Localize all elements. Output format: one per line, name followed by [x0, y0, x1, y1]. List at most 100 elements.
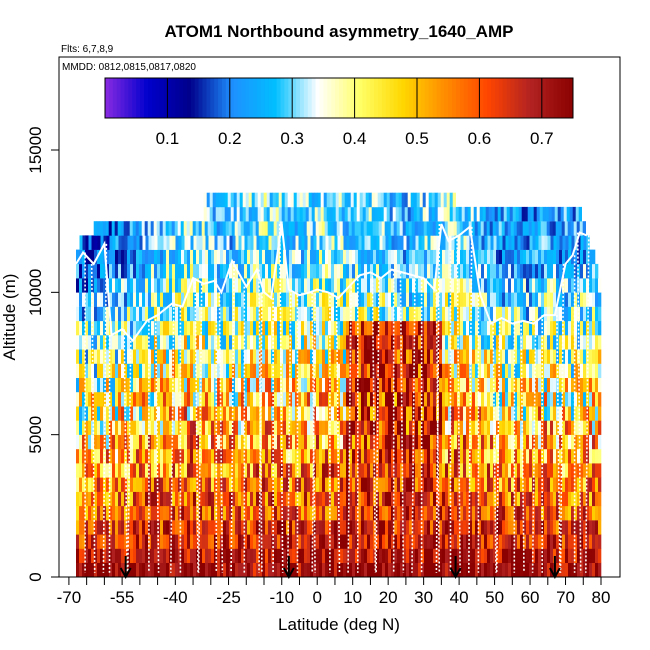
heatmap-cell: [277, 448, 281, 464]
heatmap-cell: [418, 235, 422, 250]
colorbar-swatch: [502, 78, 508, 118]
colorbar-swatch: [549, 78, 554, 118]
heatmap-cell: [398, 192, 402, 208]
heatmap-cell: [391, 335, 395, 350]
flight-track-profile: [435, 289, 441, 573]
heatmap-cell: [256, 306, 260, 322]
heatmap-cell: [527, 206, 531, 222]
heatmap-cell: [100, 263, 104, 279]
heatmap-cell: [118, 249, 122, 265]
heatmap-cell: [229, 420, 233, 435]
heatmap-cell: [382, 505, 386, 521]
heatmap-cell: [205, 263, 209, 279]
heatmap-cell: [532, 377, 536, 393]
heatmap-cell: [394, 292, 398, 307]
heatmap-cell: [343, 235, 347, 250]
heatmap-cell: [94, 349, 98, 364]
heatmap-cell: [445, 463, 449, 478]
heatmap-cell: [556, 306, 560, 322]
heatmap-cell: [532, 562, 536, 577]
heatmap-cell: [304, 263, 308, 279]
heatmap-cell: [100, 392, 104, 407]
heatmap-cell: [307, 534, 311, 549]
heatmap-cell: [433, 335, 437, 350]
heatmap-cell: [139, 562, 143, 577]
heatmap-cell: [589, 363, 593, 378]
heatmap-cell: [526, 548, 530, 563]
heatmap-cell: [547, 320, 551, 336]
heatmap-cell: [457, 392, 461, 407]
heatmap-cell: [214, 448, 218, 464]
heatmap-cell: [115, 306, 119, 322]
heatmap-cell: [514, 434, 518, 450]
heatmap-cell: [97, 520, 101, 535]
heatmap-cell: [234, 221, 238, 236]
heatmap-cell: [339, 221, 343, 236]
heatmap-cell: [250, 320, 254, 336]
heatmap-cell: [592, 448, 596, 464]
heatmap-cell: [448, 477, 452, 492]
heatmap-cell: [505, 491, 509, 507]
heatmap-cell: [409, 349, 413, 364]
heatmap-cell: [331, 420, 335, 435]
heatmap-cell: [385, 505, 389, 521]
heatmap-cell: [262, 349, 266, 364]
heatmap-cell: [538, 278, 542, 293]
heatmap-cell: [115, 477, 119, 492]
heatmap-cell: [316, 548, 320, 563]
heatmap-cell: [502, 363, 506, 378]
heatmap-cell: [241, 562, 245, 577]
heatmap-cell: [514, 278, 518, 293]
heatmap-cell: [550, 448, 554, 464]
heatmap-cell: [484, 320, 488, 336]
heatmap-cell: [454, 235, 458, 250]
heatmap-cell: [550, 349, 554, 364]
heatmap-cell: [466, 306, 470, 322]
heatmap-cell: [295, 392, 299, 407]
heatmap-cell: [262, 520, 266, 535]
heatmap-cell: [121, 505, 125, 521]
heatmap-cell: [220, 335, 224, 350]
heatmap-cell: [472, 335, 476, 350]
heatmap-cell: [163, 505, 167, 521]
heatmap-cell: [559, 363, 563, 378]
heatmap-cell: [592, 505, 596, 521]
heatmap-cell: [433, 320, 437, 336]
heatmap-cell: [463, 306, 467, 322]
heatmap-cell: [232, 448, 236, 464]
heatmap-cell: [469, 448, 473, 464]
heatmap-cell: [82, 349, 86, 364]
heatmap-cell: [151, 491, 155, 507]
heatmap-cell: [364, 463, 368, 478]
heatmap-cell: [345, 221, 349, 236]
heatmap-cell: [112, 249, 116, 265]
heatmap-cell: [502, 377, 506, 393]
heatmap-cell: [472, 434, 476, 450]
heatmap-cell: [406, 463, 410, 478]
heatmap-cell: [257, 206, 261, 222]
heatmap-cell: [431, 206, 435, 222]
heatmap-cell: [433, 306, 437, 322]
heatmap-cell: [103, 306, 107, 322]
heatmap-cell: [241, 377, 245, 393]
heatmap-cell: [400, 278, 404, 293]
heatmap-cell: [517, 235, 521, 250]
heatmap-cell: [160, 306, 164, 322]
heatmap-cell: [589, 505, 593, 521]
heatmap-cell: [598, 491, 602, 507]
heatmap-cell: [278, 192, 282, 208]
heatmap-cell: [446, 192, 450, 208]
heatmap-cell: [445, 249, 449, 265]
heatmap-cell: [109, 505, 113, 521]
heatmap-cell: [460, 505, 464, 521]
heatmap-cell: [229, 263, 233, 279]
heatmap-cell: [253, 263, 257, 279]
heatmap-cell: [367, 278, 371, 293]
colorbar-swatch: [105, 78, 110, 118]
heatmap-cell: [532, 278, 536, 293]
heatmap-cell: [379, 335, 383, 350]
heatmap-cell: [109, 406, 113, 421]
heatmap-cell: [269, 206, 273, 222]
heatmap-cell: [79, 392, 83, 407]
heatmap-cell: [487, 235, 491, 250]
